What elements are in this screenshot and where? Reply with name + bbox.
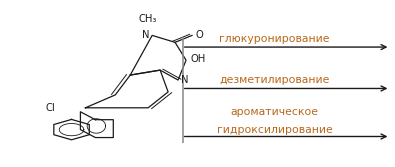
Text: дезметилирование: дезметилирование: [220, 75, 330, 85]
Text: ароматическое: ароматическое: [231, 107, 319, 117]
Text: CH₃: CH₃: [139, 14, 157, 24]
Text: N: N: [181, 75, 189, 85]
Text: глюкуронирование: глюкуронирование: [219, 34, 330, 44]
Text: O: O: [195, 30, 203, 40]
Text: N: N: [141, 30, 149, 40]
Text: гидроксилирование: гидроксилирование: [217, 125, 333, 135]
Text: OH: OH: [191, 54, 206, 63]
Text: Cl: Cl: [46, 103, 56, 113]
